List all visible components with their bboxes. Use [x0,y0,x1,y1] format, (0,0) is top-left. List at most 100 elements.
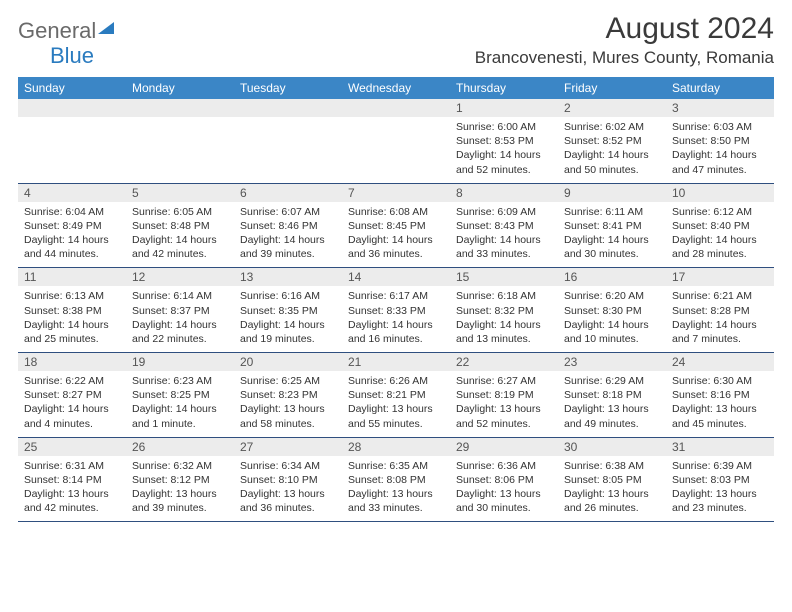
day-info: Sunrise: 6:21 AMSunset: 8:28 PMDaylight:… [666,286,774,352]
daylight-text: Daylight: 13 hours and 52 minutes. [456,402,552,430]
sunrise-text: Sunrise: 6:25 AM [240,374,336,388]
day-number: 28 [342,437,450,456]
day-info [342,117,450,183]
sunrise-text: Sunrise: 6:31 AM [24,459,120,473]
sunrise-text: Sunrise: 6:13 AM [24,289,120,303]
sunrise-text: Sunrise: 6:03 AM [672,120,768,134]
daylight-text: Daylight: 14 hours and 22 minutes. [132,318,228,346]
daylight-text: Daylight: 13 hours and 26 minutes. [564,487,660,515]
sunset-text: Sunset: 8:32 PM [456,304,552,318]
sunrise-text: Sunrise: 6:16 AM [240,289,336,303]
day-number: 31 [666,437,774,456]
sunset-text: Sunset: 8:28 PM [672,304,768,318]
daylight-text: Daylight: 14 hours and 10 minutes. [564,318,660,346]
day-info: Sunrise: 6:20 AMSunset: 8:30 PMDaylight:… [558,286,666,352]
sunset-text: Sunset: 8:30 PM [564,304,660,318]
sunrise-text: Sunrise: 6:36 AM [456,459,552,473]
day-number: 7 [342,183,450,202]
sunset-text: Sunset: 8:43 PM [456,219,552,233]
sunset-text: Sunset: 8:48 PM [132,219,228,233]
day-info: Sunrise: 6:23 AMSunset: 8:25 PMDaylight:… [126,371,234,437]
sunrise-text: Sunrise: 6:08 AM [348,205,444,219]
daylight-text: Daylight: 14 hours and 33 minutes. [456,233,552,261]
sunset-text: Sunset: 8:33 PM [348,304,444,318]
daylight-text: Daylight: 14 hours and 13 minutes. [456,318,552,346]
sunset-text: Sunset: 8:08 PM [348,473,444,487]
sunset-text: Sunset: 8:46 PM [240,219,336,233]
daylight-text: Daylight: 13 hours and 23 minutes. [672,487,768,515]
sunset-text: Sunset: 8:05 PM [564,473,660,487]
sunset-text: Sunset: 8:38 PM [24,304,120,318]
daynum-row: 123 [18,99,774,117]
day-number: 14 [342,268,450,287]
sunrise-text: Sunrise: 6:21 AM [672,289,768,303]
day-info: Sunrise: 6:02 AMSunset: 8:52 PMDaylight:… [558,117,666,183]
daylight-text: Daylight: 13 hours and 45 minutes. [672,402,768,430]
day-info: Sunrise: 6:07 AMSunset: 8:46 PMDaylight:… [234,202,342,268]
daylight-text: Daylight: 14 hours and 19 minutes. [240,318,336,346]
day-info: Sunrise: 6:14 AMSunset: 8:37 PMDaylight:… [126,286,234,352]
daylight-text: Daylight: 14 hours and 42 minutes. [132,233,228,261]
sunrise-text: Sunrise: 6:14 AM [132,289,228,303]
daylight-text: Daylight: 13 hours and 39 minutes. [132,487,228,515]
sunrise-text: Sunrise: 6:27 AM [456,374,552,388]
day-number [18,99,126,117]
day-info: Sunrise: 6:13 AMSunset: 8:38 PMDaylight:… [18,286,126,352]
sunrise-text: Sunrise: 6:07 AM [240,205,336,219]
day-number: 29 [450,437,558,456]
sunrise-text: Sunrise: 6:04 AM [24,205,120,219]
logo-triangle-icon [98,20,114,39]
day-number: 5 [126,183,234,202]
sunrise-text: Sunrise: 6:02 AM [564,120,660,134]
day-number: 19 [126,353,234,372]
daynum-row: 18192021222324 [18,353,774,372]
day-number: 2 [558,99,666,117]
sunset-text: Sunset: 8:16 PM [672,388,768,402]
day-number: 17 [666,268,774,287]
day-info: Sunrise: 6:27 AMSunset: 8:19 PMDaylight:… [450,371,558,437]
day-info: Sunrise: 6:09 AMSunset: 8:43 PMDaylight:… [450,202,558,268]
day-info: Sunrise: 6:08 AMSunset: 8:45 PMDaylight:… [342,202,450,268]
sunrise-text: Sunrise: 6:29 AM [564,374,660,388]
daylight-text: Daylight: 13 hours and 49 minutes. [564,402,660,430]
day-info: Sunrise: 6:31 AMSunset: 8:14 PMDaylight:… [18,456,126,522]
sunset-text: Sunset: 8:49 PM [24,219,120,233]
day-number: 20 [234,353,342,372]
day-number [234,99,342,117]
sunrise-text: Sunrise: 6:12 AM [672,205,768,219]
logo-letter-l: l [91,18,96,43]
day-number: 24 [666,353,774,372]
day-header: Wednesday [342,77,450,99]
calendar-table: Sunday Monday Tuesday Wednesday Thursday… [18,77,774,522]
info-row: Sunrise: 6:13 AMSunset: 8:38 PM Daylight:… [18,286,774,352]
daylight-text: Daylight: 13 hours and 36 minutes. [240,487,336,515]
logo: General Blue [18,12,114,69]
day-info [18,117,126,183]
day-info: Sunrise: 6:05 AMSunset: 8:48 PMDaylight:… [126,202,234,268]
sunrise-text: Sunrise: 6:17 AM [348,289,444,303]
day-info: Sunrise: 6:34 AMSunset: 8:10 PMDaylight:… [234,456,342,522]
day-info: Sunrise: 6:12 AMSunset: 8:40 PMDaylight:… [666,202,774,268]
sunrise-text: Sunrise: 6:05 AM [132,205,228,219]
info-row: Sunrise: 6:31 AMSunset: 8:14 PMDaylight:… [18,456,774,522]
day-info: Sunrise: 6:16 AMSunset: 8:35 PMDaylight:… [234,286,342,352]
day-number: 26 [126,437,234,456]
sunset-text: Sunset: 8:35 PM [240,304,336,318]
sunset-text: Sunset: 8:25 PM [132,388,228,402]
sunset-text: Sunset: 8:19 PM [456,388,552,402]
sunset-text: Sunset: 8:06 PM [456,473,552,487]
day-number: 21 [342,353,450,372]
day-info: Sunrise: 6:11 AMSunset: 8:41 PMDaylight:… [558,202,666,268]
day-header: Friday [558,77,666,99]
day-number: 13 [234,268,342,287]
day-number: 16 [558,268,666,287]
info-row: Sunrise: 6:04 AMSunset: 8:49 PMDaylight:… [18,202,774,268]
sunset-text: Sunset: 8:10 PM [240,473,336,487]
daylight-text: Daylight: 14 hours and 44 minutes. [24,233,120,261]
day-number: 25 [18,437,126,456]
day-number: 15 [450,268,558,287]
daylight-text: Daylight: 14 hours and 7 minutes. [672,318,768,346]
day-number: 30 [558,437,666,456]
sunrise-text: Sunrise: 6:23 AM [132,374,228,388]
sunrise-text: Sunrise: 6:35 AM [348,459,444,473]
